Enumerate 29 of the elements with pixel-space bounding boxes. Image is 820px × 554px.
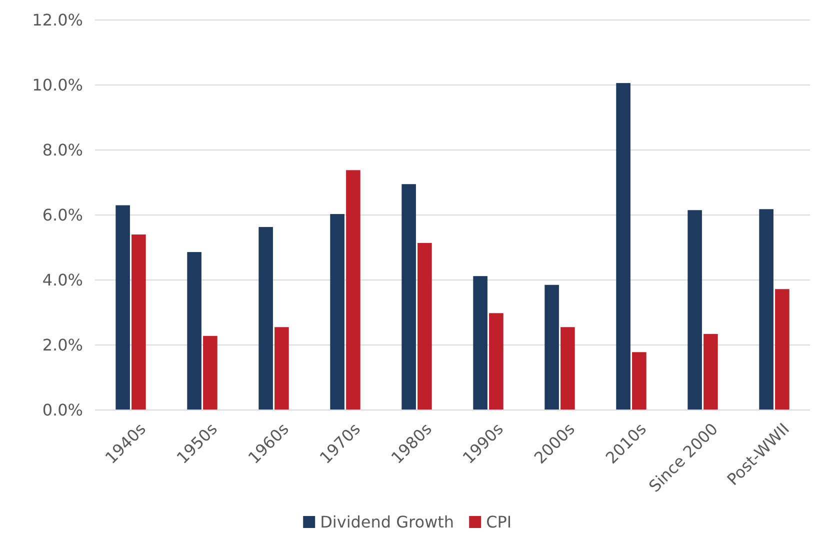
bar [775, 289, 790, 410]
y-tick-label: 10.0% [32, 76, 83, 95]
y-tick-label: 12.0% [32, 10, 83, 30]
legend-label: Dividend Growth [320, 512, 454, 532]
bar [402, 184, 416, 410]
y-tick-label: 6.0% [42, 206, 83, 225]
bar [116, 205, 130, 410]
bar [473, 276, 488, 410]
bar [203, 336, 218, 410]
legend-label: CPI [486, 512, 512, 532]
bar [258, 227, 273, 410]
y-tick-label: 8.0% [42, 140, 83, 160]
y-tick-label: 2.0% [42, 336, 83, 355]
bar [688, 210, 702, 410]
bar [330, 214, 344, 410]
y-tick-label: 4.0% [42, 270, 83, 290]
bar [704, 334, 718, 410]
bar [132, 234, 146, 410]
y-tick-label: 0.0% [42, 400, 83, 420]
bar [346, 170, 360, 410]
bar [616, 83, 630, 410]
bar [187, 252, 202, 410]
bar [560, 327, 575, 410]
bar [418, 242, 432, 410]
bar [274, 327, 289, 410]
bar [544, 284, 559, 410]
bar [759, 209, 774, 410]
bar [632, 352, 646, 410]
bar [489, 313, 504, 410]
